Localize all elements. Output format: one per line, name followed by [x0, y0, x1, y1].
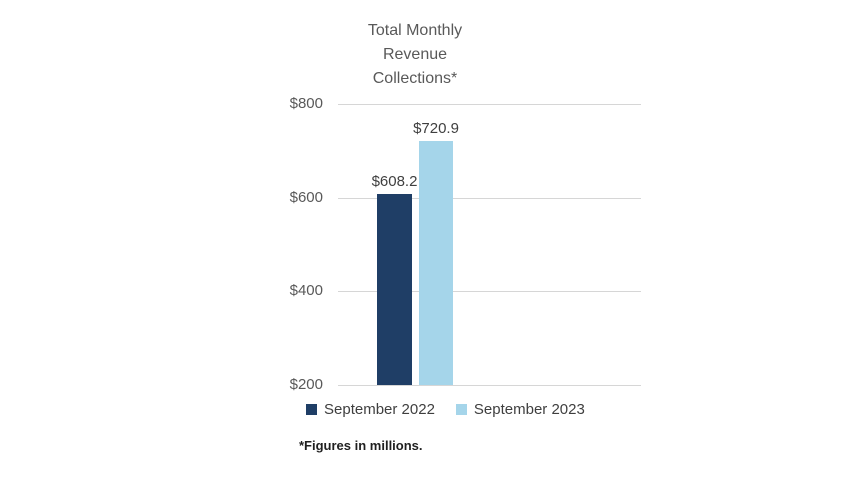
legend-label-september-2022: September 2022	[324, 401, 435, 418]
chart-legend: September 2022 September 2023	[306, 401, 585, 418]
bar-value-label-september-2022: $608.2	[371, 172, 418, 190]
legend-item-september-2023: September 2023	[455, 401, 585, 418]
gridline-200-baseline	[338, 385, 641, 386]
bar-september-2022: $608.2	[372, 173, 417, 385]
y-axis-tick-400: $400	[289, 282, 323, 299]
y-axis-tick-600: $600	[289, 189, 323, 206]
bar-value-label-september-2023: $720.9	[413, 120, 459, 137]
gridline-800	[338, 104, 641, 105]
bar-september-2023: $720.9	[413, 120, 459, 385]
gridline-600	[338, 197, 641, 199]
plot-area: $608.2 $720.9	[338, 104, 641, 386]
legend-swatch-september-2023	[455, 404, 467, 415]
legend-swatch-september-2022	[306, 404, 317, 415]
y-axis-tick-200: $200	[289, 376, 323, 393]
chart-footnote: *Figures in millions.	[299, 438, 423, 453]
y-axis-tick-800: $800	[289, 95, 323, 112]
chart-title: Total Monthly Revenue Collections*	[367, 22, 463, 87]
gridline-400	[338, 291, 641, 293]
bar-rect-september-2022	[377, 193, 412, 385]
bar-rect-september-2023	[419, 141, 453, 385]
legend-label-september-2023: September 2023	[473, 401, 585, 418]
legend-item-september-2022: September 2022	[306, 401, 435, 418]
